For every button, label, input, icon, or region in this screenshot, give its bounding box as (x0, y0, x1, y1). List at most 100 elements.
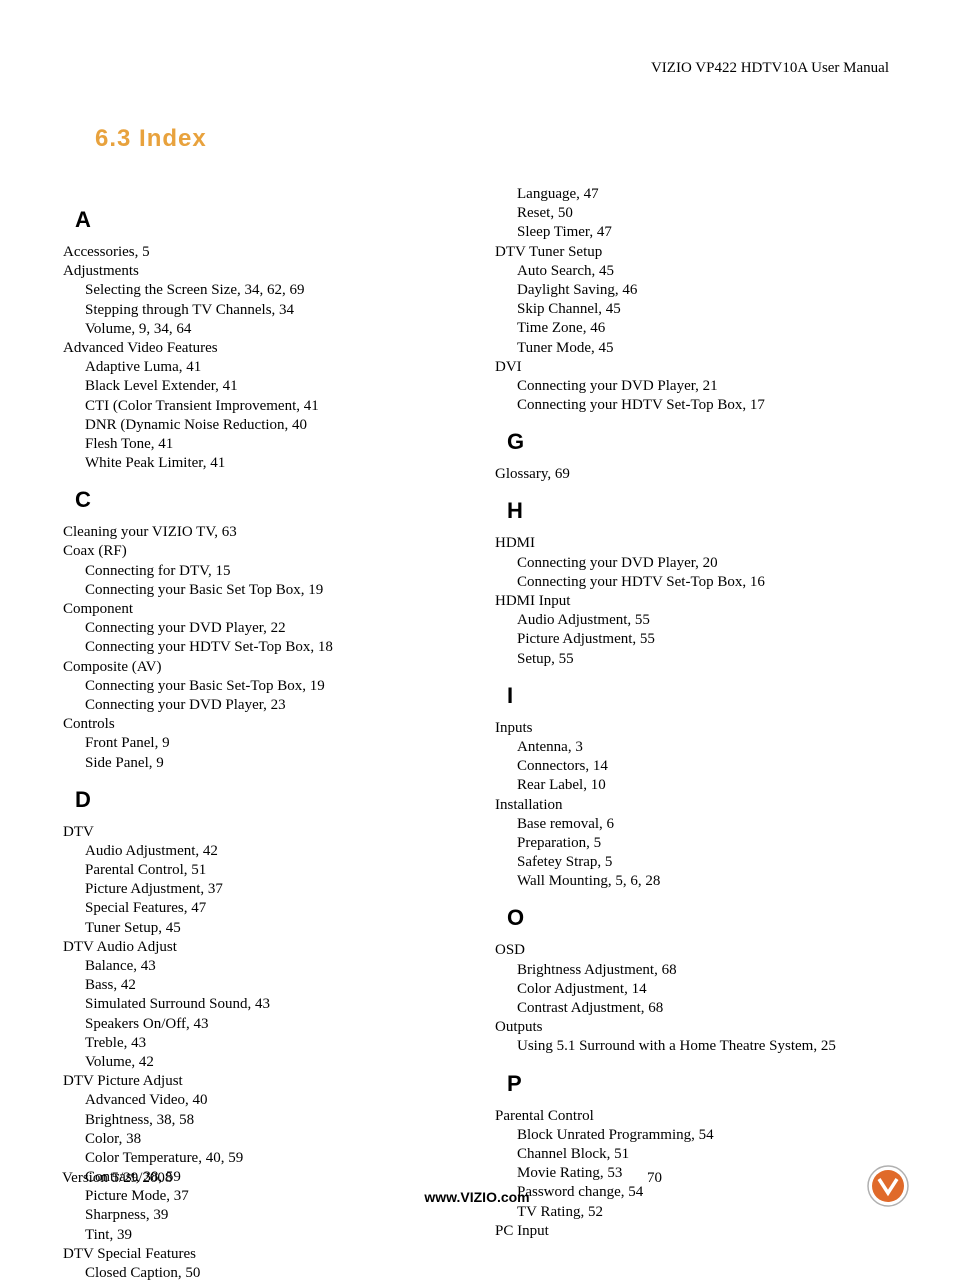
index-subentry: Picture Adjustment, 55 (495, 630, 875, 649)
index-entry: DTV (63, 823, 443, 842)
index-subentry: Connecting your HDTV Set-Top Box, 16 (495, 573, 875, 592)
index-subentry: TV Rating, 52 (495, 1203, 875, 1222)
section-title: 6.3 Index (95, 125, 899, 153)
index-entry: OSD (495, 941, 875, 960)
index-entry: Adjustments (63, 262, 443, 281)
index-subentry: Preparation, 5 (495, 834, 875, 853)
index-subentry: Brightness, 38, 58 (63, 1111, 443, 1130)
index-subentry: Front Panel, 9 (63, 734, 443, 753)
vizio-logo-icon (867, 1165, 909, 1207)
index-entry: Inputs (495, 719, 875, 738)
index-subentry: Balance, 43 (63, 957, 443, 976)
index-subentry: Advanced Video, 40 (63, 1091, 443, 1110)
index-subentry: Black Level Extender, 41 (63, 377, 443, 396)
index-subentry: Color Temperature, 40, 59 (63, 1149, 443, 1168)
index-subentry: Color, 38 (63, 1130, 443, 1149)
index-entry: HDMI (495, 534, 875, 553)
index-entry: DTV Special Features (63, 1245, 443, 1264)
index-subentry: CTI (Color Transient Improvement, 41 (63, 397, 443, 416)
index-entry: Component (63, 600, 443, 619)
index-subentry: Volume, 9, 34, 64 (63, 320, 443, 339)
index-subentry: Connecting your HDTV Set-Top Box, 17 (495, 396, 875, 415)
index-entry: Coax (RF) (63, 542, 443, 561)
index-subentry: Connecting your DVD Player, 22 (63, 619, 443, 638)
index-subentry: Contrast Adjustment, 68 (495, 999, 875, 1018)
index-subentry: Sharpness, 39 (63, 1206, 443, 1225)
index-subentry: Closed Caption, 50 (63, 1264, 443, 1283)
index-subentry: Using 5.1 Surround with a Home Theatre S… (495, 1037, 875, 1056)
index-subentry: Daylight Saving, 46 (495, 281, 875, 300)
index-column-left: AAccessories, 5AdjustmentsSelecting the … (63, 185, 443, 1283)
index-letter: D (75, 787, 443, 813)
index-subentry: Parental Control, 51 (63, 861, 443, 880)
index-subentry: Language, 47 (495, 185, 875, 204)
index-subentry: Connectors, 14 (495, 757, 875, 776)
index-entry: DTV Picture Adjust (63, 1072, 443, 1091)
index-subentry: Connecting your Basic Set-Top Box, 19 (63, 677, 443, 696)
index-subentry: Simulated Surround Sound, 43 (63, 995, 443, 1014)
index-letter: A (75, 207, 443, 233)
index-subentry: Selecting the Screen Size, 34, 62, 69 (63, 281, 443, 300)
index-subentry: Picture Adjustment, 37 (63, 880, 443, 899)
page-footer: Version 5/29/2008 70 www.VIZIO.com (0, 1170, 954, 1205)
index-entry: Advanced Video Features (63, 339, 443, 358)
index-entry: Glossary, 69 (495, 465, 875, 484)
index-subentry: Brightness Adjustment, 68 (495, 961, 875, 980)
index-subentry: Sleep Timer, 47 (495, 223, 875, 242)
index-subentry: Tuner Mode, 45 (495, 339, 875, 358)
index-subentry: White Peak Limiter, 41 (63, 454, 443, 473)
index-subentry: Connecting your HDTV Set-Top Box, 18 (63, 638, 443, 657)
index-subentry: Treble, 43 (63, 1034, 443, 1053)
index-subentry: Flesh Tone, 41 (63, 435, 443, 454)
index-subentry: Speakers On/Off, 43 (63, 1015, 443, 1034)
index-letter: I (507, 683, 875, 709)
index-entry: Cleaning your VIZIO TV, 63 (63, 523, 443, 542)
index-subentry: Tint, 39 (63, 1226, 443, 1245)
index-columns: AAccessories, 5AdjustmentsSelecting the … (55, 185, 899, 1283)
index-entry: Controls (63, 715, 443, 734)
index-subentry: Connecting for DTV, 15 (63, 562, 443, 581)
index-letter: G (507, 429, 875, 455)
index-subentry: Reset, 50 (495, 204, 875, 223)
index-entry: DTV Tuner Setup (495, 243, 875, 262)
index-subentry: Block Unrated Programming, 54 (495, 1126, 875, 1145)
index-entry: Parental Control (495, 1107, 875, 1126)
index-entry: Composite (AV) (63, 658, 443, 677)
index-subentry: Bass, 42 (63, 976, 443, 995)
footer-page-number: 70 (417, 1170, 892, 1187)
index-entry: DTV Audio Adjust (63, 938, 443, 957)
index-entry: HDMI Input (495, 592, 875, 611)
footer-website: www.VIZIO.com (62, 1189, 892, 1205)
index-subentry: Wall Mounting, 5, 6, 28 (495, 872, 875, 891)
index-subentry: Tuner Setup, 45 (63, 919, 443, 938)
index-subentry: Adaptive Luma, 41 (63, 358, 443, 377)
index-subentry: Safetey Strap, 5 (495, 853, 875, 872)
index-letter: P (507, 1071, 875, 1097)
index-subentry: Volume, 42 (63, 1053, 443, 1072)
index-subentry: Antenna, 3 (495, 738, 875, 757)
index-letter: H (507, 498, 875, 524)
index-subentry: Connecting your Basic Set Top Box, 19 (63, 581, 443, 600)
index-subentry: Rear Label, 10 (495, 776, 875, 795)
index-subentry: Base removal, 6 (495, 815, 875, 834)
index-subentry: Connecting your DVD Player, 21 (495, 377, 875, 396)
index-subentry: Audio Adjustment, 42 (63, 842, 443, 861)
index-entry: DVI (495, 358, 875, 377)
index-entry: Installation (495, 796, 875, 815)
index-entry: Outputs (495, 1018, 875, 1037)
index-subentry: Audio Adjustment, 55 (495, 611, 875, 630)
index-subentry: Special Features, 47 (63, 899, 443, 918)
index-subentry: Setup, 55 (495, 650, 875, 669)
index-subentry: Connecting your DVD Player, 20 (495, 554, 875, 573)
index-subentry: DNR (Dynamic Noise Reduction, 40 (63, 416, 443, 435)
index-letter: O (507, 905, 875, 931)
index-subentry: Side Panel, 9 (63, 754, 443, 773)
document-header: VIZIO VP422 HDTV10A User Manual (55, 60, 899, 77)
index-subentry: Skip Channel, 45 (495, 300, 875, 319)
index-subentry: Stepping through TV Channels, 34 (63, 301, 443, 320)
index-subentry: Auto Search, 45 (495, 262, 875, 281)
index-subentry: Color Adjustment, 14 (495, 980, 875, 999)
index-subentry: Channel Block, 51 (495, 1145, 875, 1164)
index-entry: PC Input (495, 1222, 875, 1241)
index-column-right: Language, 47Reset, 50Sleep Timer, 47DTV … (495, 185, 875, 1283)
